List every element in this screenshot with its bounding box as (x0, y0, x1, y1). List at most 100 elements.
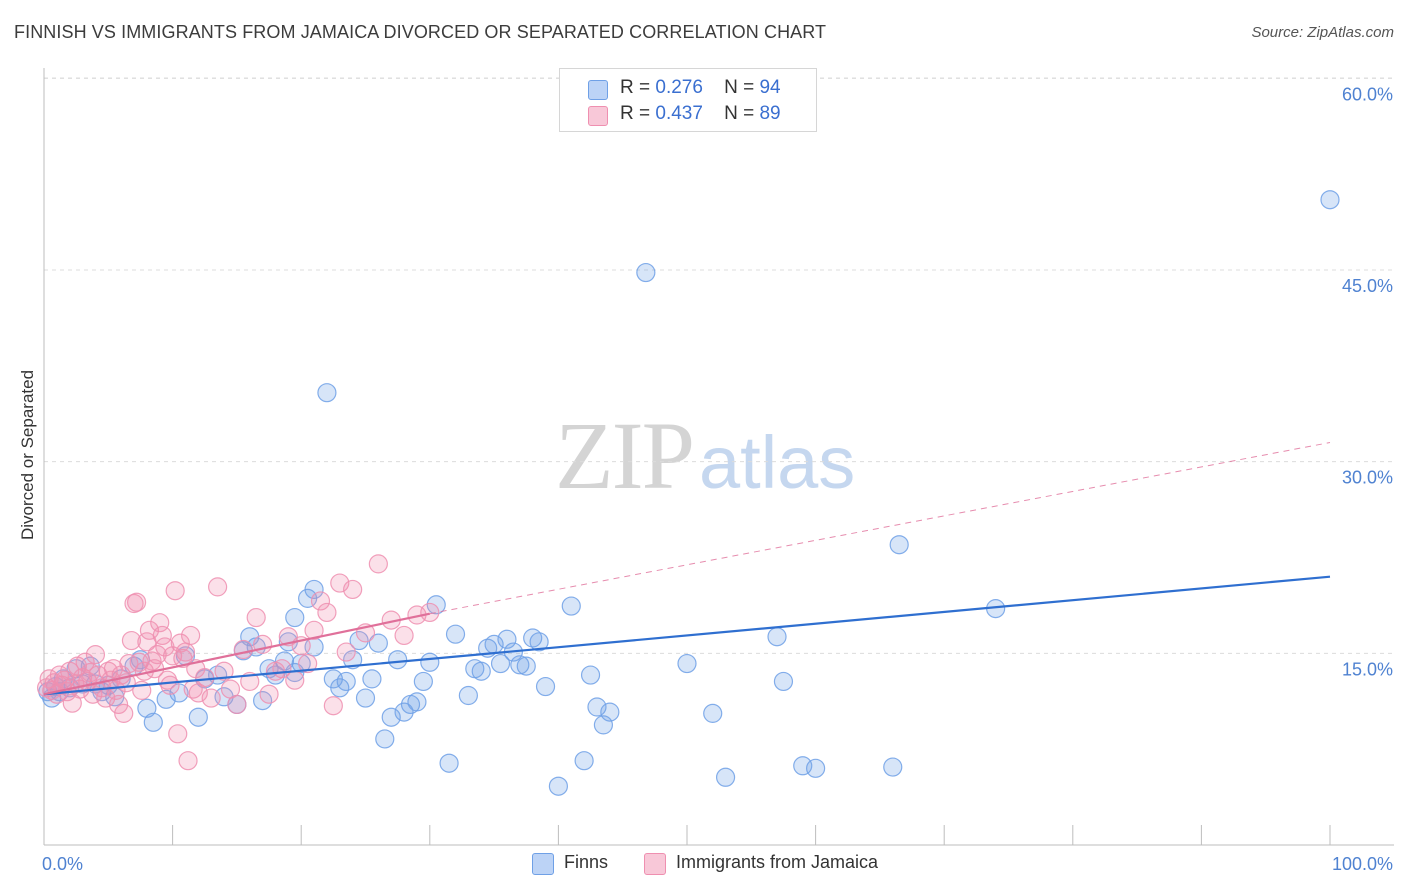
x-tick-label: 0.0% (42, 854, 83, 874)
jamaica-point (195, 668, 215, 688)
jamaica-point (103, 659, 124, 679)
jamaica-point (285, 670, 305, 690)
tick-labels: 15.0% 30.0% 45.0% 60.0% 0.0% 100.0% (42, 84, 1393, 874)
jamaica-point (201, 688, 221, 708)
finns-point (394, 702, 414, 722)
finns-point (889, 535, 909, 555)
finns-point (407, 692, 427, 712)
finns-trend-line (43, 575, 1331, 696)
finns-point (343, 650, 363, 670)
jamaica-point (227, 694, 247, 715)
finns-point (490, 653, 511, 674)
legend-text-finns: R = 0.276 N = 94 (620, 77, 781, 99)
jamaica-point (121, 630, 142, 651)
jamaica-point (343, 579, 363, 600)
jamaica-point (420, 602, 440, 623)
jamaica-point (126, 592, 147, 612)
y-tick-label: 45.0% (1342, 276, 1393, 296)
jamaica-point (119, 653, 139, 674)
finns-legend-label: Finns (564, 852, 609, 872)
jamaica-point (317, 602, 337, 623)
finns-point (548, 776, 569, 796)
jamaica-point (170, 633, 190, 653)
legend-r-label: R = (620, 77, 651, 98)
jamaica-point (85, 645, 106, 665)
finns-point (580, 665, 601, 685)
y-tick-label: 30.0% (1342, 468, 1393, 488)
x-tick-label: 100.0% (1332, 854, 1393, 874)
jamaica-point (298, 653, 318, 674)
finns-point (600, 702, 620, 722)
finns-point (336, 671, 356, 692)
jamaica-trend-extension (429, 442, 1331, 615)
jamaica-point (214, 661, 234, 681)
jamaica-point (106, 680, 126, 700)
finns-point (471, 661, 491, 681)
y-tick-label: 60.0% (1342, 84, 1393, 104)
legend-n-label: N = (724, 77, 755, 98)
watermark: ZIPatlas (555, 400, 855, 511)
finns-point (368, 633, 388, 653)
finns-point (137, 698, 157, 718)
jamaica-point (75, 652, 95, 672)
y-tick-label: 15.0% (1342, 659, 1393, 679)
finns-point (587, 697, 607, 717)
legend-text-jamaica: R = 0.437 N = 89 (620, 103, 781, 125)
jamaica-point (259, 684, 279, 704)
finns-legend-swatch (532, 853, 554, 875)
correlation-legend: R = 0.276 N = 94 R = 0.437 N = 89 (559, 68, 817, 132)
finns-point (362, 669, 382, 689)
finns-point (636, 262, 656, 283)
jamaica-point (323, 696, 343, 716)
jamaica-point (157, 670, 178, 690)
finns-point (516, 656, 536, 676)
finns-point (445, 624, 466, 644)
finns-point (388, 650, 408, 670)
finns-point (304, 579, 324, 600)
legend-r-label: R = (620, 103, 651, 124)
finns-point (529, 632, 549, 652)
source-label: Source: ZipAtlas.com (1251, 24, 1394, 41)
grid-lines (44, 77, 1394, 654)
finns-point (535, 676, 556, 697)
jamaica-point (181, 625, 201, 646)
jamaica-legend-swatch (644, 853, 666, 875)
finns-point (883, 757, 903, 777)
finns-point (355, 688, 376, 708)
jamaica-point (208, 577, 228, 597)
jamaica-point (142, 651, 162, 671)
finns-point (317, 383, 337, 403)
finns-point (703, 703, 723, 723)
legend-n-value: 94 (759, 77, 781, 98)
jamaica-legend-label: Immigrants from Jamaica (676, 852, 879, 872)
jamaica-point (246, 607, 266, 628)
jamaica-point (139, 620, 160, 640)
jamaica-point (114, 703, 134, 723)
finns-point (188, 707, 208, 727)
finns-point (1320, 190, 1340, 210)
finns-swatch (588, 80, 608, 100)
finns-point (561, 596, 581, 616)
finns-point (458, 685, 478, 706)
finns-point (574, 751, 594, 771)
jamaica-point (240, 671, 260, 692)
finns-point (413, 671, 433, 692)
jamaica-point (165, 581, 185, 601)
finns-point (349, 630, 369, 651)
finns-point (420, 652, 440, 672)
finns-point (767, 627, 787, 647)
finns-point (143, 712, 163, 732)
watermark-atlas: atlas (699, 421, 856, 504)
trend-lines (43, 442, 1331, 696)
finns-point (773, 671, 794, 692)
jamaica-point (310, 591, 331, 611)
finns-point (805, 758, 826, 778)
axes (43, 68, 1394, 846)
jamaica-swatch (588, 106, 608, 126)
jamaica-point (394, 625, 414, 646)
watermark-zip: ZIP (555, 402, 695, 509)
jamaica-point (147, 645, 167, 665)
finns-point (439, 753, 459, 773)
jamaica-point (336, 642, 356, 662)
